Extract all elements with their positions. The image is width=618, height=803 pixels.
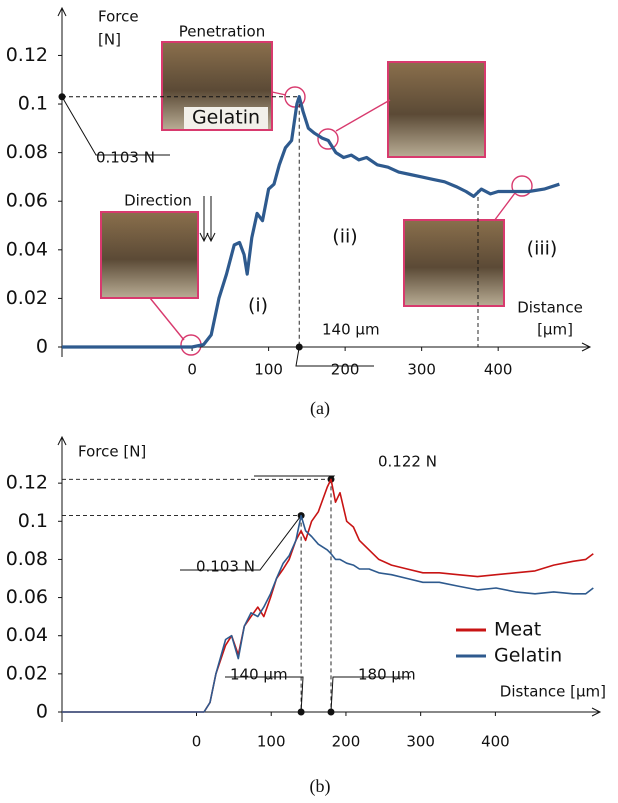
y-axis-arrow (57, 435, 67, 446)
y-tick-label: 0.1 (18, 93, 48, 115)
x-tick-label: 200 (331, 361, 360, 379)
x-tick-label: 300 (407, 361, 436, 379)
direction-arrowhead (199, 232, 216, 243)
y-tick-label: 0.12 (6, 44, 48, 66)
caption: (a) (310, 398, 330, 419)
y-axis-unit: [N] (98, 31, 121, 49)
inset-photo (403, 219, 505, 307)
x-tick-label: 100 (254, 361, 283, 379)
inset-label-box (184, 107, 268, 129)
y-tick-label: 0.04 (6, 238, 48, 260)
label-leader (330, 676, 411, 713)
annotation: (ii) (332, 226, 357, 248)
x-tick-label: 0 (192, 733, 202, 751)
x-axis-arrow (591, 707, 602, 717)
y-tick-label: 0.1 (18, 510, 48, 532)
y-tick-label: 0.08 (6, 141, 48, 163)
label-leader (61, 96, 170, 156)
label-leader (225, 676, 304, 713)
annotation: (i) (248, 295, 268, 317)
x-tick-label: 0 (187, 361, 197, 379)
y-axis-arrow (57, 6, 67, 17)
y-axis-label: Force (98, 8, 139, 26)
x-tick-label: 400 (481, 733, 510, 751)
x-tick-label: 400 (484, 361, 513, 379)
y-tick-label: 0.04 (6, 624, 48, 646)
y-axis-label: Force [N] (78, 443, 146, 461)
marker-y-label: 0.122 N (378, 453, 437, 471)
annotation: Direction (124, 192, 192, 210)
y-tick-label: 0.06 (6, 586, 48, 608)
x-axis-arrow (581, 342, 592, 352)
y-tick-label: 0.02 (6, 287, 48, 309)
annotation: Gelatin (192, 107, 260, 129)
inset-photo (387, 61, 486, 158)
series-line (62, 514, 594, 713)
marker-x-label: 180 μm (358, 666, 416, 684)
leader (271, 91, 287, 96)
insets-a: Penetration Gelatin Direction (i) (ii) (… (100, 23, 558, 356)
y-tick-label: 0 (36, 701, 48, 723)
label-leader (180, 515, 302, 571)
leader (335, 99, 391, 132)
x-axis-label: Distance [μm] (500, 683, 606, 701)
marker-x-label: 140 μm (230, 666, 288, 684)
leader (493, 192, 516, 222)
inset-photo (100, 211, 199, 299)
label-leader (295, 346, 374, 367)
x-axis-label: Distance (517, 299, 583, 317)
x-axis-unit: [μm] (537, 321, 573, 339)
y-tick-label: 0.12 (6, 472, 48, 494)
annotation: Penetration (179, 23, 265, 41)
highlight (317, 128, 339, 150)
label-leader (254, 475, 336, 480)
x-tick-label: 200 (332, 733, 361, 751)
x-tick-label: 100 (257, 733, 286, 751)
x-tick-label: 300 (406, 733, 435, 751)
marker-y-label: 0.103 N (96, 149, 155, 167)
annotation: (iii) (527, 238, 558, 260)
series-line (62, 478, 594, 713)
y-tick-label: 0.08 (6, 548, 48, 570)
marker-x-label: 140 μm (322, 321, 380, 339)
legend-label: Meat (494, 619, 541, 641)
y-tick-label: 0 (36, 336, 48, 358)
highlight (511, 175, 533, 197)
legend-label: Gelatin (494, 645, 562, 667)
caption: (b) (310, 776, 331, 797)
series-line (62, 95, 560, 349)
marker-y-label: 0.103 N (196, 558, 255, 576)
y-tick-label: 0.06 (6, 190, 48, 212)
leader (149, 297, 185, 341)
y-tick-label: 0.02 (6, 662, 48, 684)
